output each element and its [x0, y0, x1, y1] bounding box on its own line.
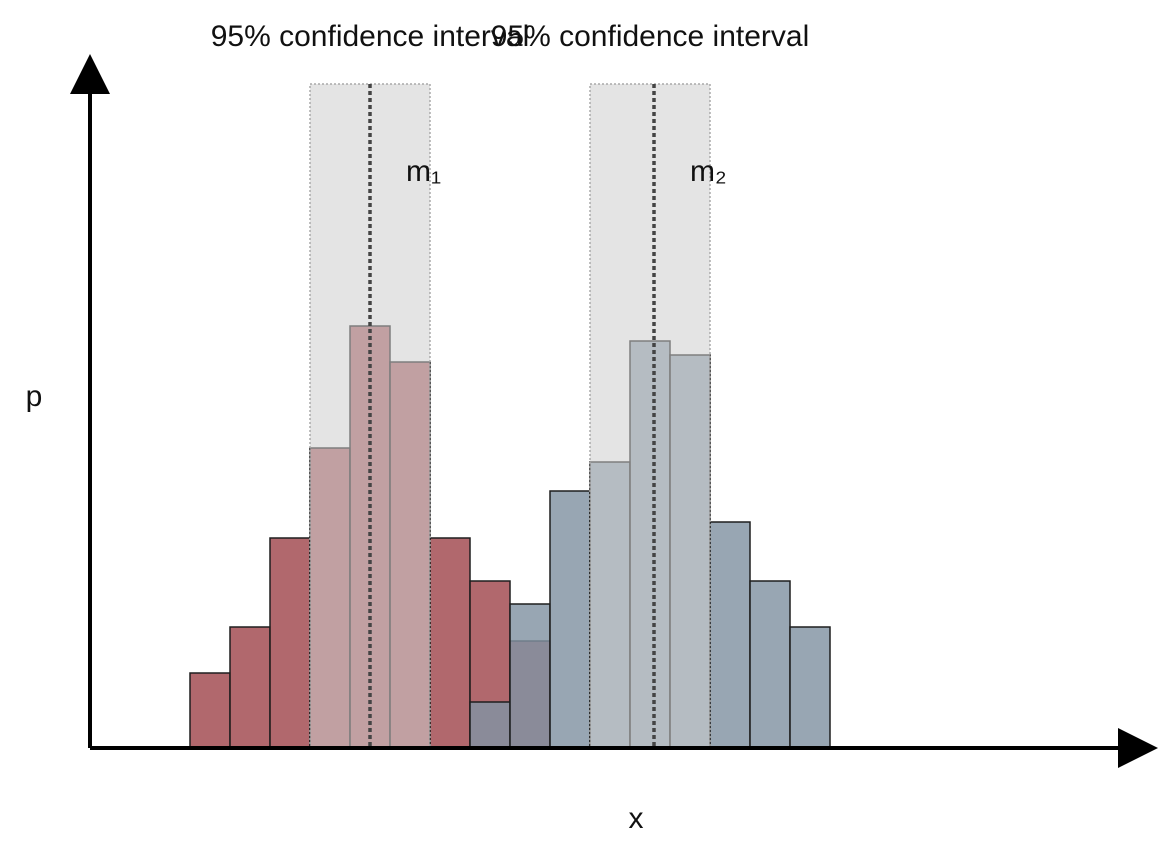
x-axis-label: x [629, 802, 644, 835]
confidence-interval [589, 83, 711, 749]
bar [509, 603, 551, 749]
interval-label: 95% confidence interval [491, 20, 810, 53]
bar [709, 521, 751, 749]
interval-label: 95% confidence interval [211, 20, 530, 53]
bar [429, 537, 471, 749]
bar [549, 490, 591, 749]
bar [269, 537, 311, 749]
bar [749, 580, 791, 749]
bar [789, 626, 831, 749]
bar [229, 626, 271, 749]
mean-label: m₁ [406, 155, 441, 188]
bar [189, 672, 231, 749]
bar [469, 701, 511, 749]
y-axis-label: p [26, 380, 43, 413]
mean-label: m₂ [690, 155, 727, 188]
